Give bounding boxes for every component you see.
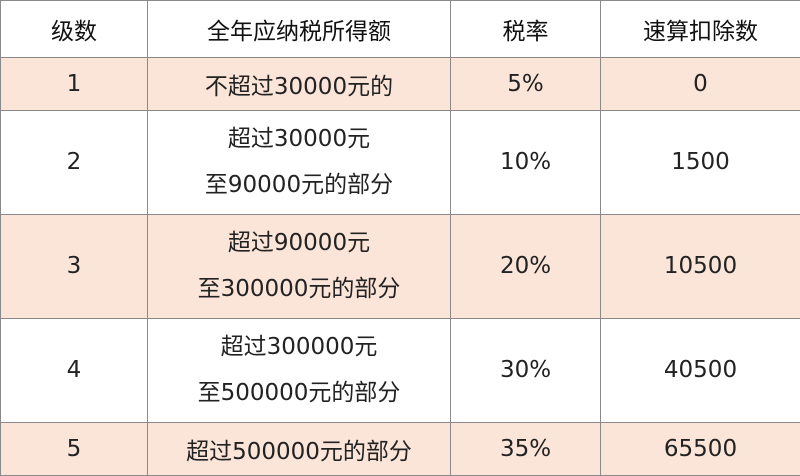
table-cell: 0 <box>600 57 800 111</box>
table-cell: 3 <box>0 213 148 319</box>
table-body: 1 不超过30000元的 5% 0 2 超过30000元 至90000元的部分 10% 1500… <box>0 57 800 476</box>
cell-line: 至500000元的部分 <box>197 380 401 407</box>
header-cell: 税率 <box>450 0 601 58</box>
cell-line: 不超过30000元的 <box>204 74 394 100</box>
table-row: 1 不超过30000元的 5% 0 <box>0 57 800 111</box>
table-cell: 超过500000元的部分 <box>147 421 451 476</box>
table-row: 4 超过300000元 至500000元的部分 30% 40500 <box>0 317 800 423</box>
table-cell: 20% <box>450 213 601 319</box>
table-cell: 4 <box>0 317 148 423</box>
table-cell: 超过90000元至300000元的部分 <box>147 213 451 319</box>
cell-line: 超过300000元 <box>220 334 378 361</box>
table-cell: 1500 <box>600 110 800 215</box>
cell-line: 至90000元的部分 <box>204 172 394 199</box>
table-cell: 5% <box>450 57 601 111</box>
cell-line: 超过30000元 <box>227 126 371 153</box>
table-cell: 65500 <box>600 421 800 476</box>
cell-line: 至300000元的部分 <box>197 276 401 303</box>
table-cell: 不超过30000元的 <box>147 57 451 111</box>
cell-line: 超过90000元 <box>227 230 371 257</box>
table-cell: 超过30000元 至90000元的部分 <box>147 110 451 215</box>
header-row: 级数 全年应纳税所得额 税率 速算扣除数 <box>0 0 800 58</box>
table-row: 2 超过30000元 至90000元的部分 10% 1500 <box>0 110 800 215</box>
header-cell: 级数 <box>0 0 148 58</box>
header-cell: 全年应纳税所得额 <box>147 0 451 58</box>
table-cell: 5 <box>0 421 148 476</box>
table-cell: 40500 <box>600 317 800 423</box>
table-cell: 30% <box>450 317 601 423</box>
table-cell: 1 <box>0 57 148 111</box>
table-cell: 超过300000元 至500000元的部分 <box>147 317 451 423</box>
table-cell: 2 <box>0 110 148 215</box>
table-row: 3 超过90000元 至300000元的部分 20% 10500 <box>0 213 800 319</box>
table-cell: 35% <box>450 421 601 476</box>
table-cell: 10% <box>450 110 601 215</box>
header-cell: 速算扣除数 <box>600 0 800 58</box>
table-cell: 10500 <box>600 213 800 319</box>
table-row: 5 超过500000元的部分 35% 65500 <box>0 421 800 476</box>
cell-line: 超过500000元的部分 <box>186 438 412 465</box>
